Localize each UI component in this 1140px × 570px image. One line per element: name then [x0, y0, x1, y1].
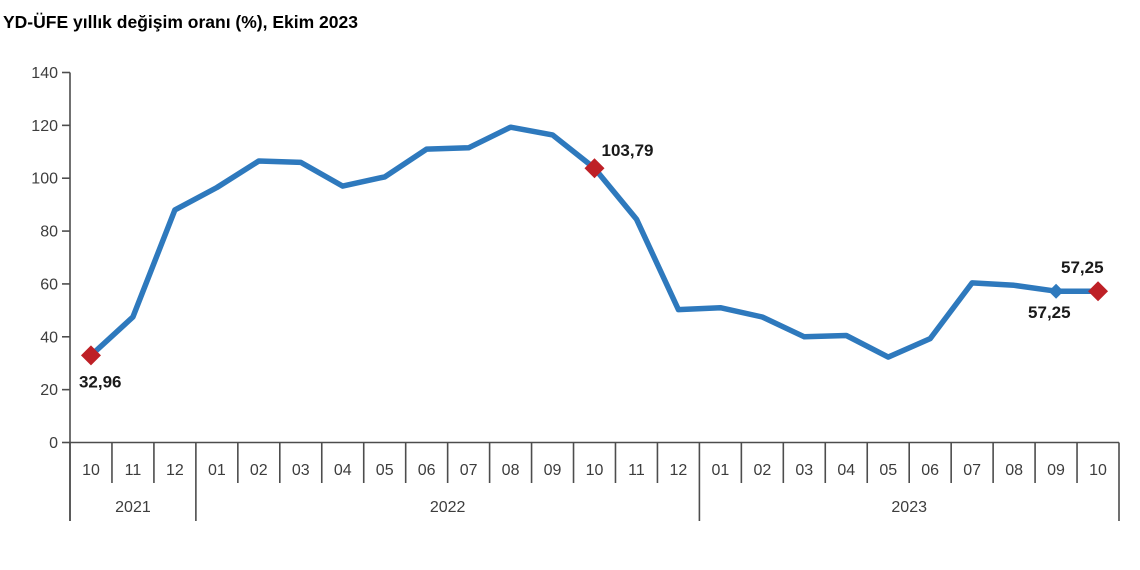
- x-tick-label-year: 2021: [115, 499, 151, 516]
- x-tick-label-month: 01: [208, 462, 226, 479]
- x-tick-label-month: 10: [1089, 462, 1107, 479]
- x-tick-label-month: 03: [292, 462, 310, 479]
- x-tick-label-month: 07: [963, 462, 981, 479]
- x-tick-label-month: 11: [125, 462, 142, 479]
- data-point-marker: [1048, 283, 1064, 299]
- x-tick-label-month: 08: [1005, 462, 1023, 479]
- x-tick-label-month: 02: [753, 462, 771, 479]
- x-tick-label-year: 2023: [891, 499, 927, 516]
- y-axis-tick-label: 20: [40, 382, 58, 399]
- data-point-label: 57,25: [1061, 258, 1104, 277]
- data-point-marker: [1088, 281, 1109, 302]
- x-tick-label-month: 09: [1047, 462, 1065, 479]
- x-tick-label-month: 06: [418, 462, 436, 479]
- chart-title: YD-ÜFE yıllık değişim oranı (%), Ekim 20…: [3, 12, 358, 32]
- x-tick-label-month: 01: [711, 462, 729, 479]
- data-point-label: 57,25: [1028, 303, 1071, 322]
- x-tick-label-month: 03: [795, 462, 813, 479]
- data-point-marker: [80, 345, 101, 366]
- y-axis-tick-label: 100: [31, 171, 58, 188]
- x-tick-label-month: 05: [376, 462, 394, 479]
- x-tick-label-month: 04: [334, 462, 352, 479]
- x-tick-label-month: 10: [586, 462, 604, 479]
- data-point-label: 103,79: [602, 141, 654, 160]
- y-axis-tick-label: 0: [49, 435, 58, 452]
- y-axis-tick-label: 140: [31, 65, 58, 82]
- x-tick-label-month: 08: [502, 462, 520, 479]
- y-axis-tick-label: 60: [40, 276, 58, 293]
- data-point-label: 32,96: [79, 372, 122, 391]
- x-tick-label-month: 09: [544, 462, 562, 479]
- data-point-marker: [584, 158, 605, 179]
- x-tick-label-month: 10: [82, 462, 100, 479]
- y-axis-tick-label: 120: [31, 118, 58, 135]
- x-tick-label-month: 12: [670, 462, 688, 479]
- x-tick-label-month: 11: [628, 462, 645, 479]
- x-tick-label-month: 06: [921, 462, 939, 479]
- y-axis-tick-label: 80: [40, 224, 58, 241]
- x-tick-label-month: 12: [166, 462, 184, 479]
- x-tick-label-month: 04: [837, 462, 855, 479]
- x-tick-label-month: 07: [460, 462, 478, 479]
- x-tick-label-month: 02: [250, 462, 268, 479]
- y-axis-tick-label: 40: [40, 329, 58, 346]
- x-tick-label-month: 05: [879, 462, 897, 479]
- x-tick-label-year: 2022: [430, 499, 466, 516]
